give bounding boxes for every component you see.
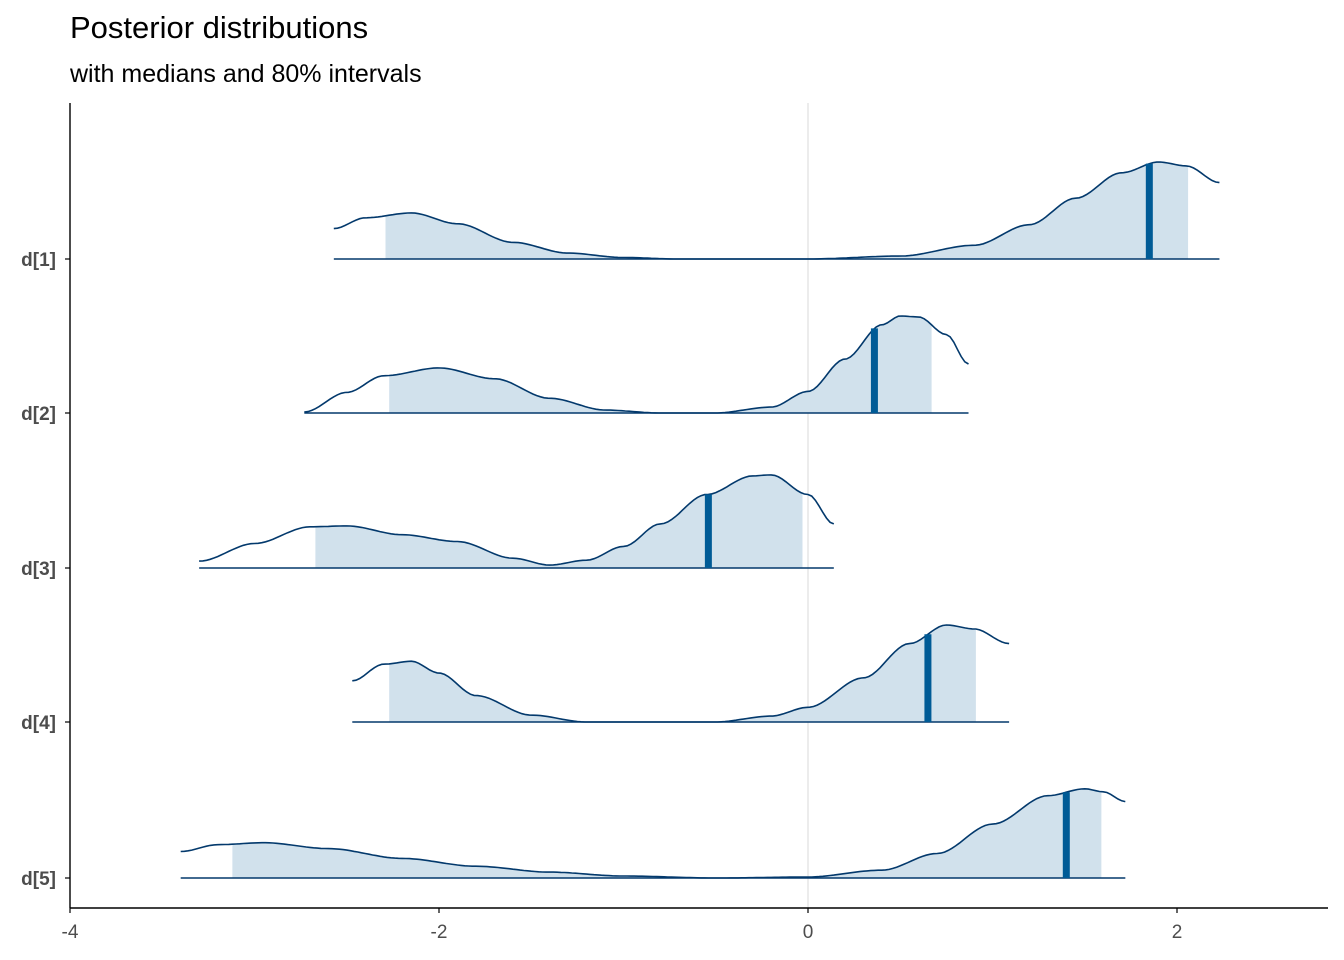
density-curve [304, 315, 969, 414]
x-tick-label: 2 [1172, 922, 1183, 943]
x-tick-label: -4 [62, 922, 79, 943]
y-tick-label: d[4] [21, 713, 56, 734]
interval-area [232, 788, 1102, 878]
ridge-2 [304, 315, 969, 414]
interval-area [389, 316, 932, 413]
y-tick-label: d[5] [21, 869, 56, 890]
x-tick-label: -2 [431, 922, 448, 943]
interval-area [389, 625, 976, 722]
density-curve [199, 474, 835, 566]
ridge-4 [352, 624, 1010, 723]
interval-area [385, 162, 1189, 259]
ridge-3 [199, 474, 835, 569]
ridge-5 [180, 787, 1126, 879]
ridges-layer [180, 161, 1220, 879]
x-tick-label: 0 [803, 922, 814, 943]
ridge-1 [333, 161, 1220, 260]
density-curve [180, 787, 1126, 879]
y-tick-label: d[1] [21, 250, 56, 271]
interval-area [315, 474, 803, 568]
y-tick-label: d[3] [21, 559, 56, 580]
chart-subtitle: with medians and 80% intervals [70, 60, 422, 88]
axes-layer: d[1] d[2] d[3] d[4] d[5] -4 -2 0 2 [21, 103, 1328, 943]
chart-title: Posterior distributions [70, 10, 369, 45]
y-tick-label: d[2] [21, 404, 56, 425]
